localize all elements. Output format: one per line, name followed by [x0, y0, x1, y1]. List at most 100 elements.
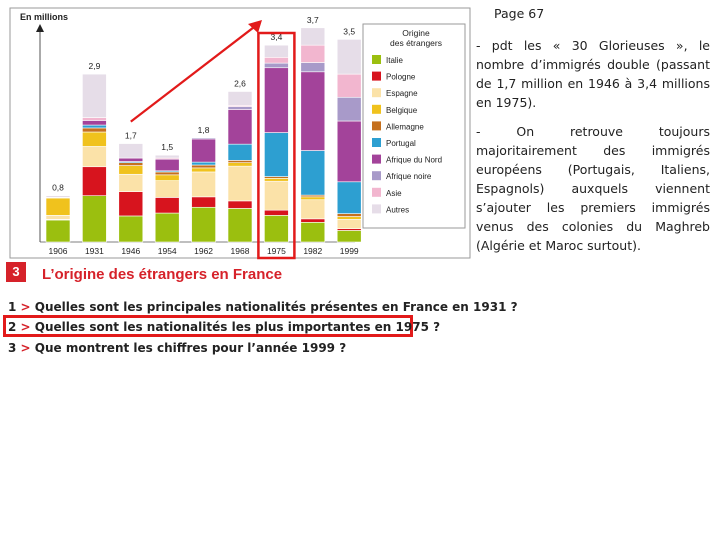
bar-segment [300, 218, 326, 223]
bar-segment [191, 167, 216, 173]
data-label: 3,7 [307, 15, 319, 25]
bar-segment [300, 27, 326, 46]
bar-segment [227, 106, 253, 110]
x-tick-label: 1975 [267, 246, 286, 256]
data-label: 1,5 [161, 142, 173, 152]
bar-segment [227, 165, 253, 202]
bar-segment [45, 197, 71, 216]
note-paragraph-1: - pdt les « 30 Glorieuses », le nombre d… [476, 38, 710, 110]
bar-segment [154, 158, 180, 172]
bar-segment [300, 222, 326, 243]
bar-segment [45, 219, 71, 243]
bar-segment [118, 165, 144, 175]
bar-segment [264, 67, 289, 133]
bar-segment [82, 131, 107, 147]
bar-segment [264, 180, 289, 211]
note-paragraph-2: - On retrouve toujours majoritairement d… [476, 124, 710, 253]
bar-segment [336, 230, 362, 243]
data-label: 3,4 [270, 32, 282, 42]
legend-swatch [372, 154, 381, 164]
x-tick-label: 1931 [85, 246, 104, 256]
bar-segment [227, 162, 253, 167]
legend-entry: Autres [386, 205, 409, 214]
legend-entry: Allemagne [386, 122, 424, 131]
chart-frame [9, 7, 471, 259]
bar-segment [118, 173, 144, 192]
bar-segment [264, 132, 289, 177]
bar-segment [336, 219, 362, 229]
bar-segment [82, 127, 107, 133]
legend-entry: Afrique du Nord [386, 156, 442, 165]
bar-segment [300, 150, 326, 196]
data-label: 1,7 [125, 131, 137, 141]
bar-segment [336, 73, 362, 98]
question-arrow: > [20, 300, 31, 314]
page-label: Page 67 [494, 6, 545, 21]
growth-arrow [130, 23, 259, 123]
bar-segment [154, 174, 180, 181]
question-text: Quelles sont les principales nationalité… [34, 300, 518, 314]
legend-entry: Portugal [386, 139, 416, 148]
bar-segment [264, 57, 289, 64]
question-3: 3 > Que montrent les chiffres pour l’ann… [8, 341, 346, 355]
highlight-1975-box [257, 31, 296, 260]
question-text: Quelles sont les nationalités les plus i… [34, 320, 441, 334]
bar-segment [336, 96, 362, 122]
growth-arrowhead-icon [248, 20, 262, 33]
legend-entry: Asie [386, 189, 402, 198]
bar-segment [154, 180, 180, 198]
bar-segment [191, 137, 216, 140]
bar-segment [264, 44, 289, 58]
bar-segment [82, 124, 107, 129]
bar-segment [45, 195, 71, 198]
bar-segment [264, 209, 289, 216]
bar-segment [336, 213, 362, 217]
legend-swatch [372, 204, 381, 214]
bar-segment [336, 216, 362, 220]
bar-segment [300, 196, 326, 201]
legend-swatch [372, 104, 381, 114]
bar-segment [82, 146, 107, 168]
bar-segment [118, 143, 144, 159]
bar-segment [300, 44, 326, 63]
bar-segment [154, 171, 180, 176]
bar-segment [82, 73, 107, 118]
x-tick-label: 1968 [231, 246, 250, 256]
x-tick-label: 1962 [194, 246, 213, 256]
x-tick-label: 1982 [303, 246, 322, 256]
x-tick-label: 1954 [158, 246, 177, 256]
data-label: 3,5 [343, 26, 355, 36]
legend-entry: Afrique noire [386, 172, 432, 181]
bar-segment [227, 143, 253, 161]
bar-segment [336, 181, 362, 214]
bar-segment [45, 215, 71, 220]
question-number: 2 [8, 320, 17, 334]
legend-entry: Belgique [386, 106, 418, 115]
bar-segment [300, 62, 326, 73]
bar-segment [336, 120, 362, 183]
bar-segment [227, 200, 253, 209]
bar-segment [82, 120, 107, 126]
bar-segment [154, 212, 180, 243]
legend-entry: Pologne [386, 73, 416, 82]
question-2: 2 > Quelles sont les nationalités les pl… [8, 320, 440, 334]
bar-segment [118, 157, 144, 162]
bar-segment [191, 161, 216, 166]
legend-swatch [372, 55, 381, 64]
question-arrow: > [20, 341, 31, 355]
bar-segment [154, 154, 180, 159]
legend-swatch [372, 121, 381, 131]
legend-swatch [372, 88, 381, 98]
bar-segment [191, 138, 216, 163]
data-label: 0,8 [52, 183, 64, 193]
legend-entry: Espagne [386, 89, 418, 98]
document-number-badge: 3 [6, 262, 26, 282]
legend-swatch [372, 171, 381, 181]
bar-segment [82, 195, 107, 243]
legend-title: Origine des étrangers [390, 28, 442, 48]
data-label: 2,6 [234, 78, 246, 88]
question-number: 3 [8, 341, 17, 355]
bar-segment [264, 215, 289, 243]
bar-segment [118, 162, 144, 166]
question-arrow: > [20, 320, 31, 334]
